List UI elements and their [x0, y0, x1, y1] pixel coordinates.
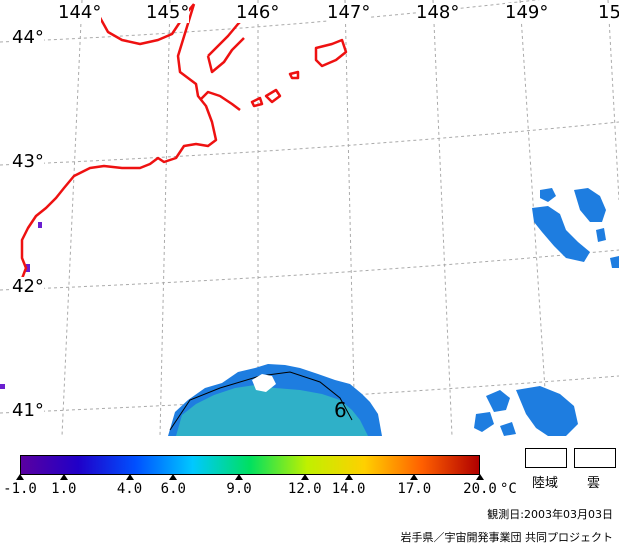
contour-line: [169, 371, 353, 431]
sst-patch-south: [168, 364, 382, 436]
sst-map: [0, 0, 619, 436]
colorbar-tick: [169, 474, 178, 480]
lat-label-43: 43°: [12, 151, 44, 172]
lat-line-41: [0, 375, 619, 414]
lon-line-148: [432, 0, 453, 436]
credit-line: 岩手県／宇宙開発事業団 共同プロジェクト: [400, 531, 614, 544]
colorbar-tick-label: -1.0: [3, 481, 37, 497]
colorbar-unit: °C: [500, 481, 517, 497]
colorbar-tick-label: 1.0: [51, 481, 77, 497]
lon-label-146: 146°: [236, 2, 280, 23]
colorbar: [20, 455, 480, 475]
lon-label-144: 144°: [58, 2, 102, 23]
lon-line-147: [344, 0, 356, 436]
cloud-legend-swatch: [574, 448, 616, 468]
lat-label-42: 42°: [12, 276, 44, 297]
coastline-islet-3: [288, 70, 300, 80]
coastline-kunashiri: [199, 90, 241, 111]
cloud-legend-label: 雲: [587, 476, 601, 491]
lat-line-44: [0, 0, 541, 43]
colorbar-tick-label: 4.0: [116, 481, 143, 497]
lon-label-150: 15: [598, 2, 619, 23]
lon-line-145: [159, 0, 171, 436]
sst-coast-specks: [0, 222, 42, 389]
land-legend-swatch: [525, 448, 567, 468]
lon-label-148: 148°: [416, 2, 460, 23]
lat-label-41: 41°: [12, 400, 44, 421]
coastline: [18, 2, 348, 297]
lat-label-44: 44°: [12, 27, 44, 48]
lon-label-147: 147°: [327, 2, 371, 23]
colorbar-tick-label: 14.0: [331, 481, 366, 497]
coastline-islet-2: [264, 88, 282, 104]
contour-label: 6: [334, 398, 347, 422]
lat-line-42: [0, 249, 619, 291]
cloud-gap: [252, 374, 276, 392]
coastline-islet-1: [250, 96, 264, 108]
land-legend-label: 陸域: [532, 476, 559, 491]
lon-label-149: 149°: [505, 2, 549, 23]
colorbar-tick-label: 9.0: [226, 481, 252, 497]
lon-label-145: 145°: [146, 2, 190, 23]
colorbar-tick: [344, 474, 353, 480]
colorbar-tick-label: 12.0: [287, 481, 322, 497]
sst-patch-northeast: [532, 188, 619, 268]
colorbar-tick: [59, 474, 68, 480]
lat-line-43: [0, 121, 619, 166]
colorbar-tick: [235, 474, 244, 480]
colorbar-tick: [300, 474, 309, 480]
colorbar-tick: [125, 474, 134, 480]
sst-patch-southeast: [474, 386, 578, 436]
colorbar-tick-label: 20.0: [463, 481, 497, 497]
colorbar-tick-label: 17.0: [397, 481, 432, 497]
lon-line-144: [61, 0, 83, 436]
colorbar-tick-label: 6.0: [160, 481, 186, 497]
colorbar-tick: [16, 474, 24, 480]
sst-patch-teal: [176, 385, 368, 436]
coastline-shikotan: [314, 38, 348, 68]
colorbar-tick: [476, 474, 484, 480]
observation-date: 観測日:2003年03月03日: [487, 508, 613, 521]
colorbar-tick: [410, 474, 419, 480]
